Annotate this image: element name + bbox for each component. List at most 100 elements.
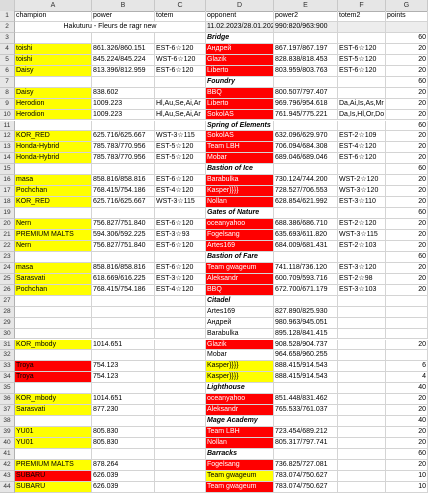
grid-cell[interactable] [338,328,386,340]
row-number[interactable]: 41 [0,449,15,460]
grid-cell[interactable]: 851.448/831.462 [274,394,338,406]
grid-cell[interactable] [92,164,155,176]
grid-cell[interactable]: 60 [386,76,428,88]
grid-cell[interactable]: 20 [386,87,428,99]
grid-cell[interactable]: 756.827/751.840 [92,240,155,252]
grid-cell[interactable]: EST-6☆120 [338,43,386,55]
grid-cell[interactable]: BBQ [206,284,274,296]
row-number[interactable]: 3 [0,32,15,44]
grid-cell[interactable] [386,306,428,318]
row-number[interactable]: 16 [0,175,15,187]
grid-cell[interactable]: 20 [386,98,428,110]
grid-cell[interactable]: toishi [15,54,92,66]
grid-cell[interactable]: 706.094/684.308 [274,142,338,154]
row-number[interactable]: 14 [0,153,15,165]
grid-cell[interactable]: 60 [386,164,428,176]
grid-cell[interactable]: 626.039 [92,470,155,482]
grid-cell[interactable] [274,164,338,176]
grid-cell[interactable]: 684.009/681.431 [274,240,338,252]
grid-cell[interactable]: masa [15,262,92,274]
grid-cell[interactable] [338,405,386,417]
grid-cell[interactable] [338,317,386,329]
grid-cell[interactable]: YU01 [15,438,92,449]
grid-cell[interactable] [338,372,386,384]
grid-cell[interactable]: 888.415/914.543 [274,361,338,373]
header-cell[interactable]: champion [15,11,92,22]
grid-cell[interactable]: Foundry [206,76,274,88]
grid-cell[interactable]: 594.306/592.225 [92,230,155,241]
grid-cell[interactable]: Team LBH [206,142,274,154]
grid-cell[interactable]: masa [15,175,92,187]
grid-cell[interactable]: EST-5☆120 [338,54,386,66]
grid-cell[interactable]: KOR_mbody [15,394,92,406]
grid-cell[interactable]: 20 [386,438,428,449]
grid-cell[interactable]: Hakuturu - Fleurs de ragr new [15,21,206,33]
grid-cell[interactable] [274,208,338,220]
grid-cell[interactable]: 828.838/818.453 [274,54,338,66]
grid-cell[interactable]: Da,Is,Hl,Or,Do [338,109,386,121]
grid-cell[interactable]: 60 [386,449,428,460]
grid-cell[interactable]: 827.890/825.930 [274,306,338,318]
grid-cell[interactable]: KOR_RED [15,197,92,209]
header-cell[interactable]: totem2 [338,11,386,22]
row-number[interactable]: 17 [0,186,15,198]
grid-cell[interactable]: Team gwageum [206,470,274,482]
row-number[interactable]: 38 [0,416,15,428]
column-header-a[interactable]: A [15,0,92,11]
grid-cell[interactable] [155,306,206,318]
grid-cell[interactable]: 878.264 [92,459,155,471]
grid-cell[interactable] [274,76,338,88]
grid-cell[interactable] [338,383,386,395]
grid-cell[interactable]: 20 [386,197,428,209]
grid-cell[interactable]: 765.533/761.037 [274,405,338,417]
grid-cell[interactable]: Nern [15,219,92,230]
grid-cell[interactable]: 813.396/812.959 [92,65,155,77]
grid-cell[interactable] [155,251,206,263]
grid-cell[interactable] [155,383,206,395]
grid-cell[interactable] [92,317,155,329]
grid-cell[interactable]: Nollan [206,438,274,449]
grid-cell[interactable]: 20 [386,230,428,241]
row-number[interactable]: 29 [0,317,15,329]
grid-cell[interactable]: Андрей [206,43,274,55]
row-number[interactable]: 35 [0,383,15,395]
grid-cell[interactable]: Team gwageum [206,481,274,493]
grid-cell[interactable] [92,449,155,460]
grid-cell[interactable]: Liberto [206,65,274,77]
grid-cell[interactable]: Pochchan [15,186,92,198]
grid-cell[interactable]: 908.528/904.737 [274,339,338,351]
column-header-e[interactable]: E [274,0,338,11]
grid-cell[interactable]: Liberto [206,98,274,110]
grid-cell[interactable]: 730.124/744.200 [274,175,338,187]
grid-cell[interactable]: 40 [386,416,428,428]
row-number[interactable]: 27 [0,295,15,307]
grid-cell[interactable]: Fogelsang [206,230,274,241]
grid-cell[interactable]: 626.039 [92,481,155,493]
row-number[interactable]: 26 [0,284,15,296]
grid-cell[interactable]: EST-6☆120 [155,43,206,55]
grid-cell[interactable]: 754.123 [92,372,155,384]
grid-cell[interactable]: Kasper}}}} [206,186,274,198]
grid-cell[interactable]: Kasper}}}} [206,361,274,373]
header-cell[interactable]: power2 [274,11,338,22]
grid-cell[interactable]: WST-3☆115 [155,131,206,143]
grid-cell[interactable]: Nern [15,240,92,252]
grid-cell[interactable]: Artes169 [206,240,274,252]
grid-cell[interactable]: 783.074/750.627 [274,470,338,482]
grid-cell[interactable] [92,295,155,307]
grid-cell[interactable]: EST-6☆120 [155,175,206,187]
grid-cell[interactable] [338,339,386,351]
grid-cell[interactable] [155,394,206,406]
grid-cell[interactable] [155,438,206,449]
grid-cell[interactable]: Lighthouse [206,383,274,395]
grid-cell[interactable] [155,208,206,220]
row-number[interactable]: 4 [0,43,15,55]
grid-cell[interactable] [338,350,386,362]
grid-cell[interactable] [274,120,338,132]
row-number[interactable]: 44 [0,481,15,493]
grid-cell[interactable]: Mobar [206,350,274,362]
grid-cell[interactable]: oceanyahoo [206,219,274,230]
grid-cell[interactable]: 20 [386,284,428,296]
grid-cell[interactable]: 1014.651 [92,394,155,406]
grid-cell[interactable] [155,87,206,99]
